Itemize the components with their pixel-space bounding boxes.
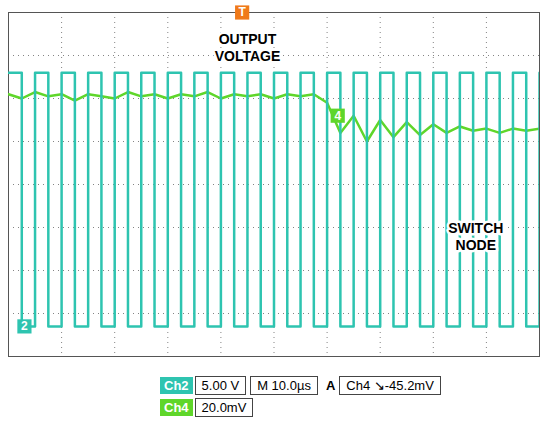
html-text:Ch4 ↘-45.2mV: Ch4 ↘-45.2mV	[346, 378, 434, 393]
html-text:Ch4: Ch4	[164, 400, 189, 415]
svg-text:4: 4	[334, 109, 341, 123]
svg-text:T: T	[238, 5, 246, 19]
html-text:Ch2: Ch2	[164, 378, 189, 393]
html-text:5.00 V: 5.00 V	[201, 378, 240, 393]
svg-text:2: 2	[21, 319, 28, 333]
svg-text:SWITCHNODE: SWITCHNODE	[448, 220, 503, 253]
html-text:20.0mV: 20.0mV	[201, 400, 247, 415]
html-text:M 10.0µs: M 10.0µs	[257, 378, 311, 393]
svg-text:OUTPUTVOLTAGE: OUTPUTVOLTAGE	[215, 31, 281, 64]
html-text:A: A	[325, 378, 336, 393]
